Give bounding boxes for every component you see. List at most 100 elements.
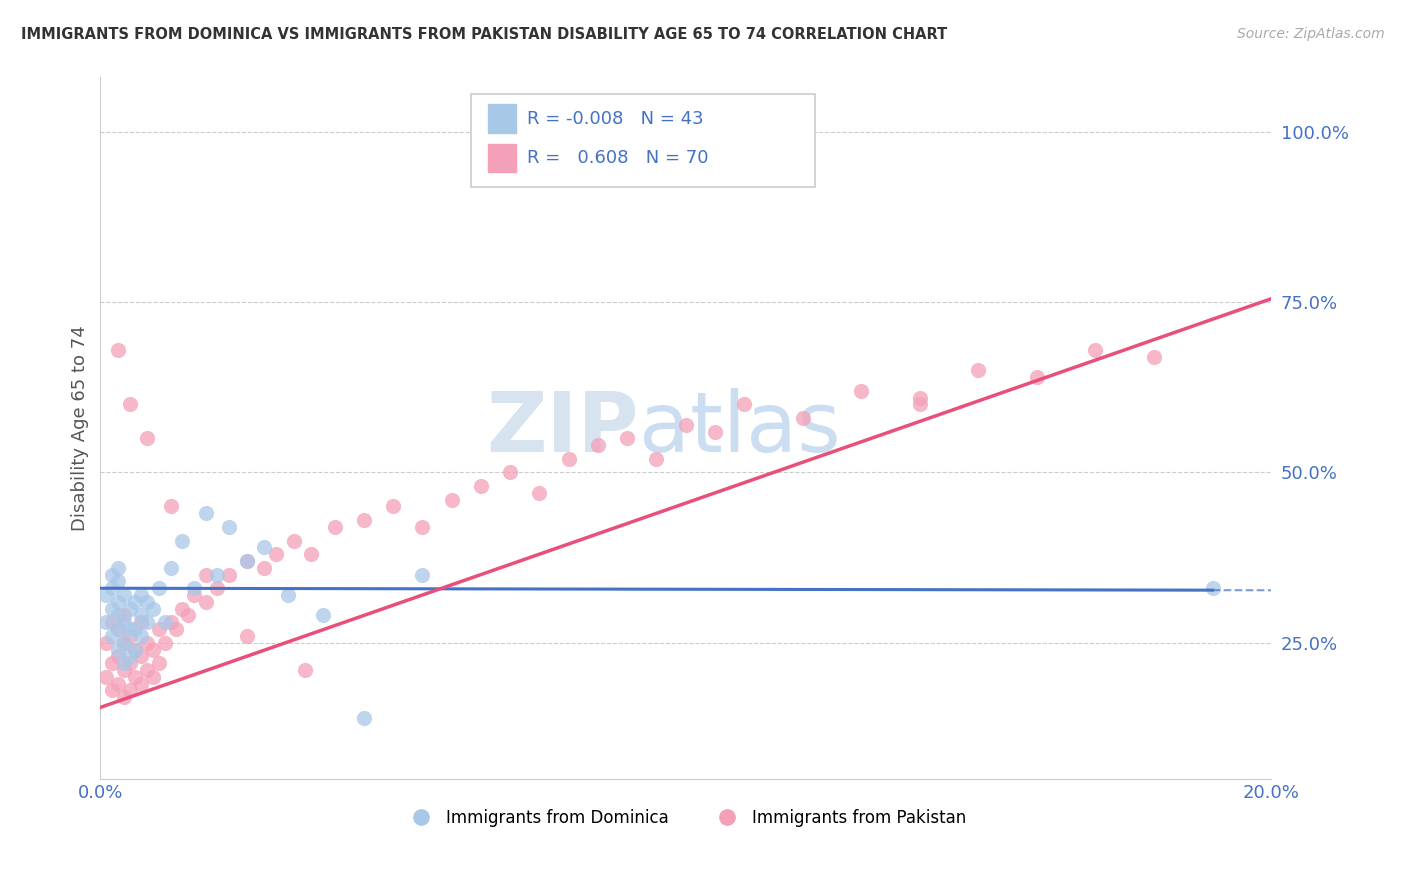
- Point: [124, 670, 146, 684]
- Point: [253, 561, 276, 575]
- Point: [312, 608, 335, 623]
- Point: [112, 615, 135, 630]
- Point: [96, 670, 118, 684]
- Point: [118, 601, 141, 615]
- Point: [142, 601, 165, 615]
- Point: [283, 533, 305, 548]
- Point: [118, 397, 141, 411]
- Point: [148, 622, 170, 636]
- Point: [218, 520, 240, 534]
- Point: [101, 683, 124, 698]
- Point: [172, 533, 194, 548]
- Point: [96, 588, 118, 602]
- Point: [353, 711, 375, 725]
- Y-axis label: Disability Age 65 to 74: Disability Age 65 to 74: [72, 326, 89, 531]
- Point: [136, 595, 159, 609]
- Point: [112, 656, 135, 670]
- Point: [136, 663, 159, 677]
- Point: [118, 683, 141, 698]
- Point: [118, 622, 141, 636]
- Point: [704, 425, 727, 439]
- Point: [733, 397, 755, 411]
- Point: [235, 554, 257, 568]
- Point: [1084, 343, 1107, 357]
- Point: [353, 513, 375, 527]
- Point: [107, 608, 129, 623]
- Point: [148, 581, 170, 595]
- Text: R =   0.608   N = 70: R = 0.608 N = 70: [527, 149, 709, 167]
- Text: ZIP: ZIP: [486, 388, 638, 468]
- Point: [131, 588, 153, 602]
- Point: [107, 595, 129, 609]
- Point: [112, 636, 135, 650]
- Point: [101, 601, 124, 615]
- Text: atlas: atlas: [638, 388, 841, 468]
- Point: [107, 561, 129, 575]
- Point: [107, 676, 129, 690]
- Point: [1026, 370, 1049, 384]
- Point: [112, 588, 135, 602]
- Point: [148, 656, 170, 670]
- Point: [131, 676, 153, 690]
- Point: [1143, 350, 1166, 364]
- Point: [124, 595, 146, 609]
- Point: [112, 636, 135, 650]
- Point: [411, 520, 433, 534]
- Point: [107, 343, 129, 357]
- Point: [908, 397, 931, 411]
- Point: [277, 588, 299, 602]
- Point: [124, 642, 146, 657]
- Point: [159, 561, 181, 575]
- Point: [101, 581, 124, 595]
- Point: [159, 615, 181, 630]
- Point: [153, 615, 176, 630]
- Point: [382, 500, 405, 514]
- Point: [159, 500, 181, 514]
- Point: [792, 411, 814, 425]
- Point: [207, 567, 229, 582]
- Point: [235, 554, 257, 568]
- Point: [967, 363, 990, 377]
- Point: [131, 615, 153, 630]
- Point: [118, 629, 141, 643]
- Point: [294, 663, 316, 677]
- Point: [124, 642, 146, 657]
- Text: IMMIGRANTS FROM DOMINICA VS IMMIGRANTS FROM PAKISTAN DISABILITY AGE 65 TO 74 COR: IMMIGRANTS FROM DOMINICA VS IMMIGRANTS F…: [21, 27, 948, 42]
- Point: [675, 417, 697, 432]
- Point: [194, 595, 217, 609]
- Point: [112, 690, 135, 705]
- Point: [177, 608, 200, 623]
- Point: [112, 608, 135, 623]
- Point: [118, 656, 141, 670]
- Point: [165, 622, 187, 636]
- Point: [136, 615, 159, 630]
- Point: [299, 547, 322, 561]
- Legend: Immigrants from Dominica, Immigrants from Pakistan: Immigrants from Dominica, Immigrants fro…: [398, 803, 973, 834]
- Point: [218, 567, 240, 582]
- Point: [142, 670, 165, 684]
- Point: [194, 506, 217, 520]
- Point: [499, 466, 522, 480]
- Point: [101, 656, 124, 670]
- Point: [323, 520, 346, 534]
- Point: [235, 629, 257, 643]
- Point: [183, 581, 205, 595]
- Point: [264, 547, 287, 561]
- Point: [529, 486, 551, 500]
- Point: [440, 492, 463, 507]
- Point: [194, 567, 217, 582]
- Text: R = -0.008   N = 43: R = -0.008 N = 43: [527, 110, 704, 128]
- Point: [107, 622, 129, 636]
- Point: [470, 479, 492, 493]
- Point: [183, 588, 205, 602]
- Point: [96, 615, 118, 630]
- Point: [124, 622, 146, 636]
- Point: [586, 438, 609, 452]
- Point: [107, 574, 129, 589]
- Point: [172, 601, 194, 615]
- Point: [131, 649, 153, 664]
- Point: [118, 649, 141, 664]
- Point: [645, 451, 668, 466]
- Point: [616, 431, 638, 445]
- Point: [142, 642, 165, 657]
